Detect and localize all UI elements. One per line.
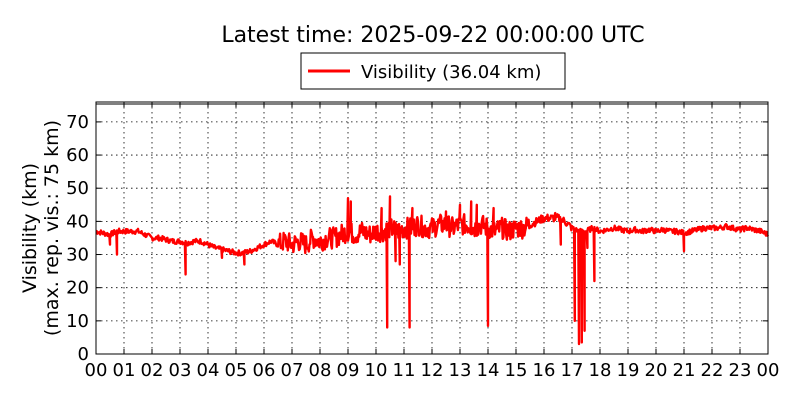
plot-frame — [95, 101, 769, 355]
x-tick-label: 16 — [533, 360, 556, 381]
x-tick-label: 14 — [477, 360, 500, 381]
x-tick-label: 18 — [589, 360, 612, 381]
x-tick-label: 23 — [729, 360, 752, 381]
y-tick-label: 40 — [66, 211, 89, 232]
x-tick-label: 06 — [253, 360, 276, 381]
y-axis-label-line-1: Visibility (km) — [19, 163, 41, 293]
y-axis-label-line-2: (max. rep. vis.: 75 km) — [41, 120, 63, 336]
x-tick-label: 03 — [169, 360, 192, 381]
legend: Visibility (36.04 km) — [300, 52, 566, 90]
x-tick-label: 07 — [281, 360, 304, 381]
x-tick-label: 08 — [309, 360, 332, 381]
x-tick-label: 22 — [701, 360, 724, 381]
y-tick-label: 60 — [66, 145, 89, 166]
y-tick-label: 10 — [66, 311, 89, 332]
x-tick-label: 01 — [113, 360, 136, 381]
x-tick-label: 11 — [393, 360, 416, 381]
x-tick-label: 20 — [645, 360, 668, 381]
x-tick-label: 00 — [757, 360, 780, 381]
x-tick-label: 13 — [449, 360, 472, 381]
series-line-visibility — [95, 195, 770, 346]
x-tick-label: 17 — [561, 360, 584, 381]
y-tick-label: 70 — [66, 112, 89, 133]
x-tick-label: 02 — [141, 360, 164, 381]
legend-label: Visibility (36.04 km) — [361, 62, 541, 83]
y-tick-label: 0 — [78, 344, 89, 365]
y-tick-label: 30 — [66, 245, 89, 266]
x-tick-label: 05 — [225, 360, 248, 381]
x-tick-label: 12 — [421, 360, 444, 381]
x-tick-label: 00 — [85, 360, 108, 381]
x-tick-label: 09 — [337, 360, 360, 381]
y-tick-label: 50 — [66, 178, 89, 199]
x-tick-label: 10 — [365, 360, 388, 381]
x-tick-label: 21 — [673, 360, 696, 381]
data-layer — [95, 195, 770, 346]
x-tick-label: 19 — [617, 360, 640, 381]
y-axis-label: Visibility (km) (max. rep. vis.: 75 km) — [19, 120, 63, 336]
chart-title: Latest time: 2025-09-22 00:00:00 UTC — [221, 23, 644, 48]
x-tick-label: 04 — [197, 360, 220, 381]
x-tick-label: 15 — [505, 360, 528, 381]
y-tick-label: 20 — [66, 278, 89, 299]
